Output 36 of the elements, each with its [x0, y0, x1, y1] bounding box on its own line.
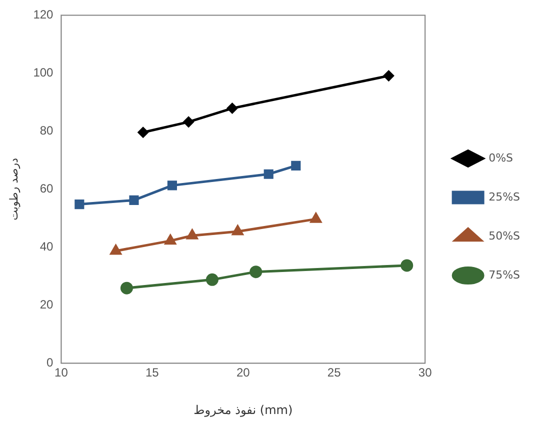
point	[186, 229, 198, 240]
point	[167, 180, 177, 190]
x-tick-label: 10	[54, 366, 68, 380]
point	[138, 127, 148, 138]
y-tick-label: 100	[33, 66, 54, 80]
point	[183, 116, 194, 128]
x-tick-label: 20	[236, 366, 250, 380]
point	[110, 244, 122, 255]
point	[383, 70, 394, 82]
y-tick-label: 80	[40, 124, 54, 138]
x-tick-label: 15	[146, 366, 160, 380]
y-tick-label: 40	[40, 240, 54, 254]
legend-label: 0%S	[488, 151, 514, 164]
point	[206, 273, 218, 286]
x-tick-label: 25	[327, 366, 342, 380]
point	[226, 103, 238, 114]
y-tick-label: 60	[40, 182, 54, 196]
point	[129, 195, 139, 206]
y-tick-label: 120	[33, 8, 54, 22]
point	[310, 212, 322, 223]
x-axis-title: نفوذ مخروط (mm)	[194, 402, 293, 417]
point	[291, 160, 301, 170]
y-tick-label: 20	[40, 298, 54, 312]
x-tick-label: 30	[418, 366, 432, 380]
point	[164, 234, 176, 245]
y-axis-title: درصد رطوبت	[7, 158, 20, 220]
point	[232, 225, 244, 236]
legend-label: 50%S	[488, 229, 520, 242]
y-tick-label: 0	[46, 356, 54, 370]
point	[400, 259, 414, 272]
point	[74, 199, 84, 210]
point	[264, 169, 274, 179]
point	[120, 282, 133, 294]
point	[250, 266, 262, 278]
legend-label: 25%S	[488, 190, 520, 204]
legend-label: 75%S	[488, 268, 520, 282]
